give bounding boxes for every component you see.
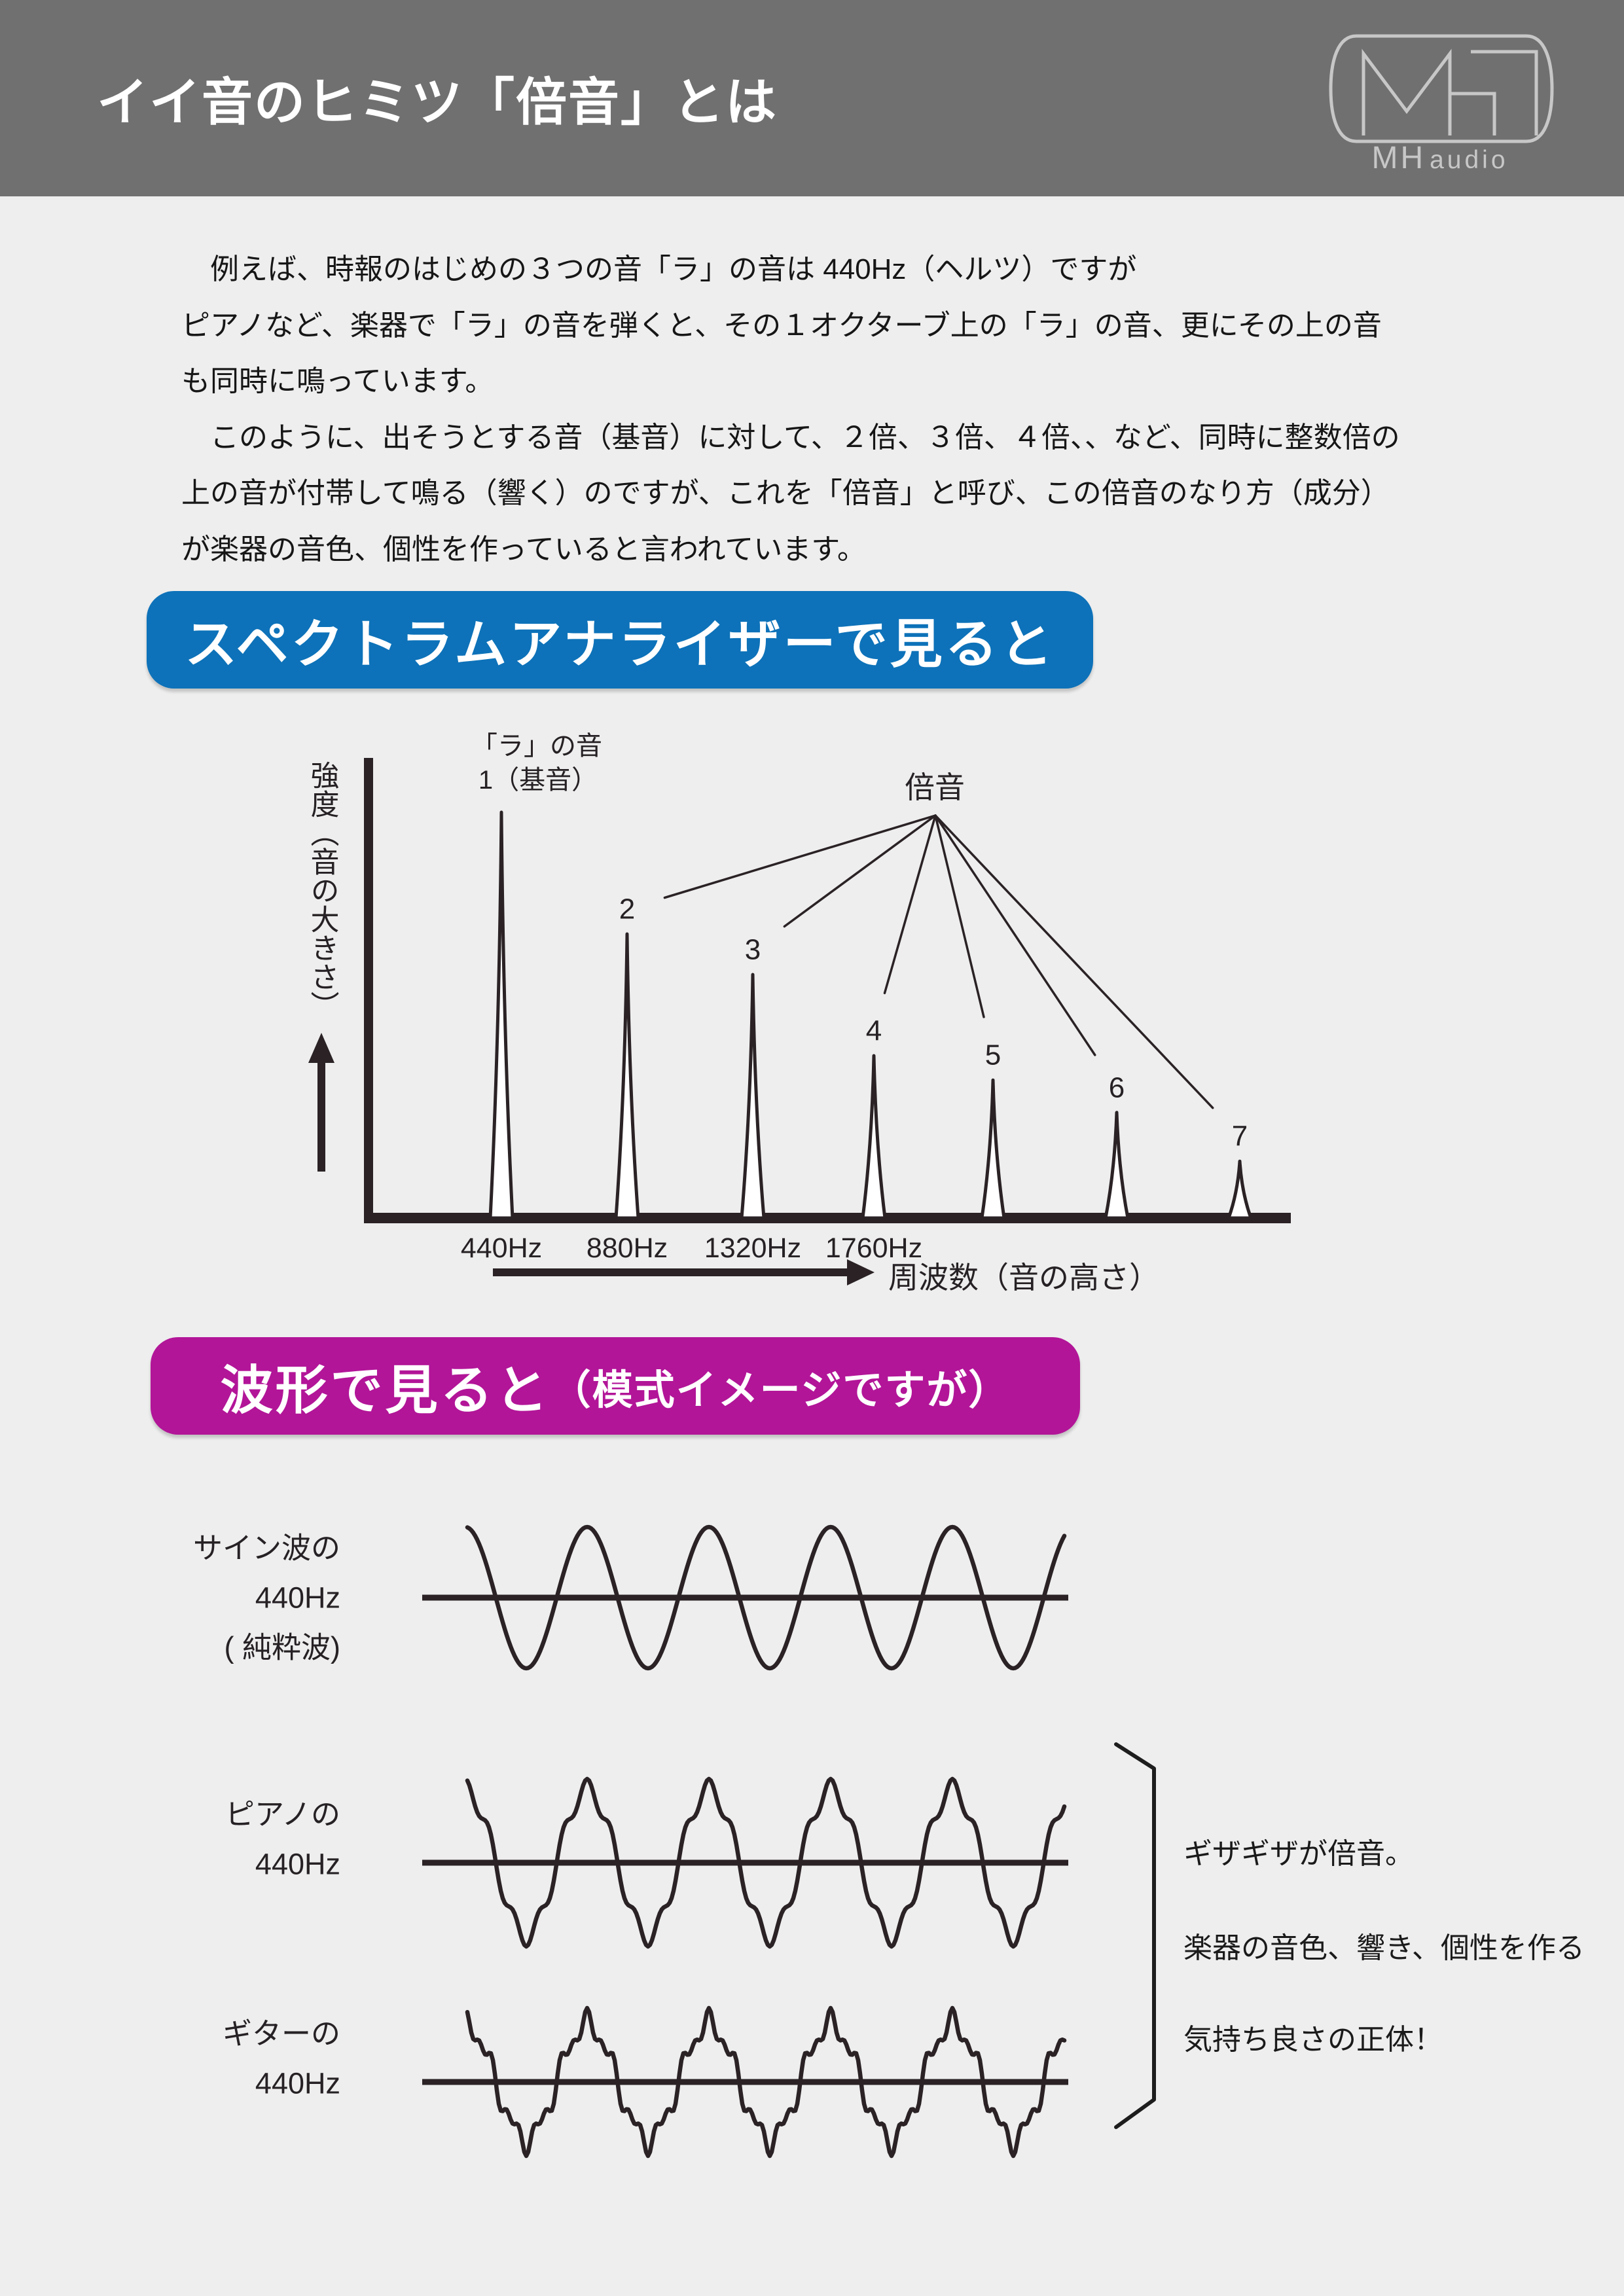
- freq-tick-label-880Hz: 880Hz: [586, 1232, 668, 1264]
- spectrum-y-axis: [364, 758, 373, 1223]
- harmonic-number-label-2: 2: [619, 893, 635, 925]
- spectrum-peak-2: [614, 932, 640, 1220]
- caption-line-jagged-is-overtone: ギザギザが倍音。: [1183, 1838, 1414, 1870]
- freq-tick-label-1320Hz: 1320Hz: [704, 1232, 801, 1264]
- intro-line: も同時に鳴っています。: [181, 365, 494, 397]
- sine-label-line: サイン波の: [193, 1532, 340, 1565]
- sine-label-line: ( 純粋波): [225, 1631, 340, 1664]
- harmonic-number-label-3: 3: [745, 934, 761, 966]
- harmonic-number-label-5: 5: [985, 1039, 1001, 1071]
- spectrum-peak-5: [980, 1078, 1006, 1220]
- guitar-label-line: 440Hz: [255, 2067, 340, 2100]
- sine-waveform-path: [465, 1524, 1067, 1671]
- overtone-fan-line-2: [663, 814, 937, 899]
- sine-label-line: 440Hz: [255, 1581, 340, 1615]
- fundamental-number-label: 1（基音）: [478, 766, 598, 795]
- y-arrow-head-icon: [308, 1033, 334, 1063]
- intro-line: が楽器の音色、個性を作っていると言われています。: [181, 533, 866, 565]
- caption-line-makes-timbre: 楽器の音色、響き、個性を作る: [1183, 1932, 1585, 1964]
- overtone-fan-line-6: [934, 814, 1096, 1056]
- harmonic-number-label-4: 4: [866, 1015, 882, 1047]
- spectrum-peak-6: [1104, 1111, 1130, 1220]
- overtone-annotation: 倍音: [905, 770, 965, 804]
- spectrum-banner: スペクトラムアナライザーで見ると: [147, 591, 1093, 689]
- waveform-banner-sublabel: （模式イメージですが）: [550, 1367, 1011, 1413]
- spectrum-ylabel: 強度（音の大きさ）: [306, 761, 339, 1020]
- overtone-fan-line-3: [783, 814, 937, 928]
- waveform-group-bracket-icon: [1114, 1742, 1156, 2129]
- logo-wordmark: MH audio: [1327, 140, 1553, 176]
- fundamental-note-label: 「ラ」の音: [471, 732, 602, 761]
- overtone-fan-line-7: [934, 814, 1214, 1109]
- guitar-label-line: ギターの: [223, 2017, 340, 2051]
- spectrum-xlabel: 周波数（音の高さ）: [888, 1261, 1159, 1295]
- piano-label-line: 440Hz: [255, 1848, 340, 1881]
- spectrum-x-axis: [364, 1213, 1291, 1223]
- harmonic-number-label-7: 7: [1232, 1121, 1248, 1153]
- intro-paragraph: 例えば、時報のはじめの３つの音「ラ」の音は 440Hz（ヘルツ）ですが ピアノな…: [181, 242, 1425, 577]
- overtone-fan-line-5: [934, 814, 985, 1018]
- freq-tick-label-440Hz: 440Hz: [461, 1232, 542, 1264]
- caption-line-feelgood: 気持ち良さの正体！: [1183, 2024, 1443, 2056]
- intro-line: 上の音が付帯して鳴る（響く）のですが、これを「倍音」と呼び、この倍音のなり方（成…: [181, 477, 1390, 509]
- harmonic-number-label-6: 6: [1109, 1071, 1125, 1103]
- chart-layer: 強度（音の大きさ） 周波数（音の高さ） 「ラ」の音 1（基音） 2 3 4 5 6 7 440Hz 8…: [193, 732, 1291, 2159]
- waveform-banner-label: 波形で見ると: [220, 1361, 550, 1420]
- intro-line: ピアノなど、楽器で「ラ」の音を弾くと、その１オクターブ上の「ラ」の音、更にその上…: [181, 309, 1382, 342]
- header-bar: イイ音のヒミツ「倍音」とは MH audio: [0, 0, 1624, 196]
- spectrum-peak-1: [488, 810, 514, 1220]
- overtone-fan-line-4: [883, 814, 937, 995]
- intro-line: このように、出そうとする音（基音）に対して、２倍、３倍、４倍、、など、同時に整数…: [210, 421, 1400, 454]
- logo-audio-text: audio: [1430, 146, 1509, 174]
- freq-tick-label-1760Hz: 1760Hz: [825, 1232, 922, 1264]
- mh-audio-logo-icon: [1329, 34, 1554, 143]
- spectrum-peak-3: [740, 973, 766, 1220]
- y-arrow-shaft: [317, 1060, 325, 1172]
- piano-label-line: ピアノの: [225, 1798, 340, 1831]
- piano-waveform-path: [465, 1776, 1067, 1949]
- x-arrow-shaft: [493, 1268, 847, 1276]
- logo-mh-text: MH: [1371, 141, 1426, 175]
- guitar-waveform-path: [465, 2005, 1067, 2159]
- spectrum-peak-4: [861, 1054, 887, 1220]
- intro-line: 例えば、時報のはじめの３つの音「ラ」の音は 440Hz（ヘルツ）ですが: [210, 253, 1137, 285]
- page-title: イイ音のヒミツ「倍音」とは: [97, 73, 778, 131]
- spectrum-peak-7: [1227, 1159, 1253, 1220]
- waveform-banner: 波形で見ると （模式イメージですが）: [151, 1337, 1080, 1435]
- x-arrow-head-icon: [847, 1259, 875, 1285]
- spectrum-banner-label: スペクトラムアナライザーで見ると: [185, 615, 1055, 673]
